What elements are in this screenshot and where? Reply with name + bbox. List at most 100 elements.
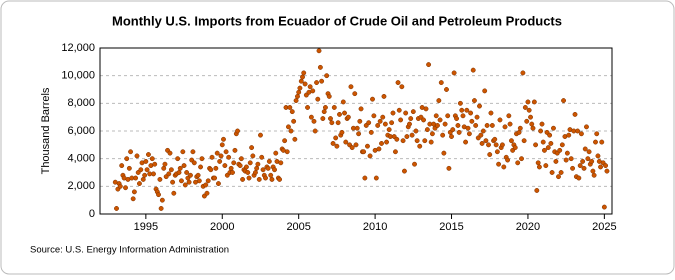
point xyxy=(540,139,546,145)
point xyxy=(348,84,354,90)
point xyxy=(455,123,461,128)
point xyxy=(400,138,406,144)
point xyxy=(352,91,358,97)
point xyxy=(593,139,598,145)
point xyxy=(180,149,186,155)
point xyxy=(256,176,262,182)
point xyxy=(204,190,210,196)
point xyxy=(321,109,327,115)
point xyxy=(170,179,176,185)
point xyxy=(175,156,181,162)
point xyxy=(138,167,144,173)
point xyxy=(292,136,298,142)
point xyxy=(375,123,381,128)
point xyxy=(417,143,423,149)
point xyxy=(161,165,167,171)
point xyxy=(407,121,412,127)
point xyxy=(298,78,304,84)
y-tick-label: 0 xyxy=(89,208,95,220)
point xyxy=(556,174,561,180)
point xyxy=(333,135,339,141)
point xyxy=(515,160,521,166)
point xyxy=(442,121,448,127)
point xyxy=(208,167,214,173)
y-tick-label: 6,000 xyxy=(67,125,95,137)
point xyxy=(538,128,544,134)
point xyxy=(157,176,163,182)
point xyxy=(162,161,168,167)
point xyxy=(130,196,136,202)
point xyxy=(471,98,477,104)
point xyxy=(119,163,125,169)
point xyxy=(497,117,503,123)
point xyxy=(250,153,256,159)
point xyxy=(322,105,328,110)
point xyxy=(237,163,243,169)
point xyxy=(184,170,190,175)
point xyxy=(124,156,130,162)
point xyxy=(428,139,434,145)
point xyxy=(199,156,205,162)
point xyxy=(328,116,333,122)
point xyxy=(494,149,500,155)
point xyxy=(186,179,192,185)
point xyxy=(479,141,485,146)
point xyxy=(603,163,609,169)
y-tick-label: 4,000 xyxy=(67,153,95,165)
point xyxy=(134,153,140,159)
point xyxy=(331,105,337,110)
point xyxy=(326,93,332,99)
x-tick-label: 2010 xyxy=(363,221,387,233)
point xyxy=(543,163,549,169)
point xyxy=(205,178,211,184)
point xyxy=(289,109,295,115)
point xyxy=(343,139,349,145)
point xyxy=(128,149,134,155)
point xyxy=(329,120,335,126)
point xyxy=(288,128,294,134)
point xyxy=(451,70,457,76)
point xyxy=(215,181,221,187)
point xyxy=(315,96,321,102)
point xyxy=(477,103,482,109)
point xyxy=(307,84,313,90)
point xyxy=(277,176,283,182)
point xyxy=(213,165,219,171)
source: Source: U.S. Energy Information Administ… xyxy=(30,245,229,256)
point xyxy=(547,132,553,138)
point xyxy=(589,158,595,164)
point xyxy=(142,172,148,178)
point xyxy=(158,206,164,211)
point xyxy=(209,154,215,160)
point xyxy=(459,107,465,113)
point xyxy=(489,123,495,128)
point xyxy=(230,170,235,175)
point xyxy=(342,110,347,116)
point xyxy=(144,167,150,173)
point xyxy=(590,168,596,174)
point xyxy=(384,139,390,145)
point xyxy=(435,123,440,128)
point xyxy=(404,134,410,139)
point xyxy=(421,117,427,123)
point xyxy=(166,171,172,177)
point xyxy=(534,188,540,193)
point xyxy=(182,182,188,188)
point xyxy=(396,107,402,113)
point xyxy=(114,206,119,211)
point xyxy=(171,190,177,196)
point xyxy=(335,120,341,126)
point xyxy=(403,110,409,116)
point xyxy=(426,62,432,68)
point xyxy=(317,64,323,70)
point xyxy=(533,142,539,148)
point xyxy=(392,149,398,155)
point xyxy=(412,161,417,167)
point xyxy=(287,105,293,110)
point xyxy=(301,70,307,76)
point xyxy=(581,165,587,171)
point xyxy=(191,160,197,166)
point xyxy=(324,73,330,79)
x-tick-label: 2025 xyxy=(592,221,616,233)
point xyxy=(470,67,476,73)
